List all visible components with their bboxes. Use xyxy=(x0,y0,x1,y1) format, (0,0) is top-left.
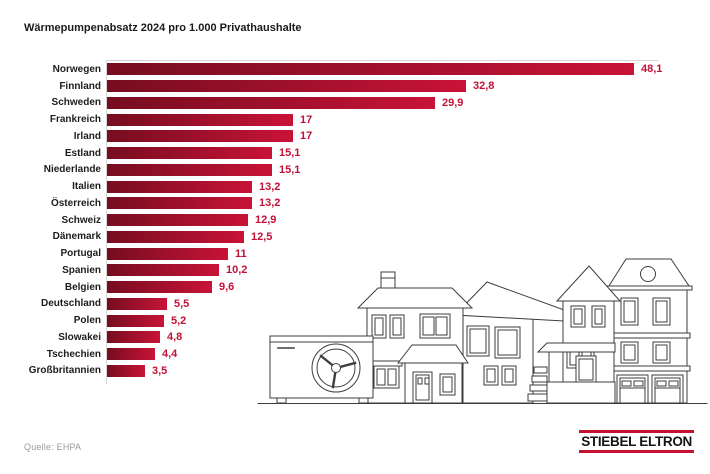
bar-chart: Norwegen 48,1 Finnland 32,8 Schweden 29,9 Fran… xyxy=(24,61,684,379)
bar xyxy=(107,281,212,294)
bar xyxy=(107,180,252,193)
bar xyxy=(107,147,272,160)
house-chimney-left xyxy=(356,271,474,404)
country-label: Österreich xyxy=(50,197,101,209)
chart-row: Belgien 9,6 xyxy=(24,279,684,296)
bar xyxy=(107,264,219,277)
country-label: Tschechien xyxy=(46,348,101,360)
country-label: Belgien xyxy=(64,281,101,293)
chart-row: Großbritannien 3,5 xyxy=(24,363,684,380)
chart-row: Portugal 11 xyxy=(24,245,684,262)
country-label: Slowakei xyxy=(58,331,101,343)
brand-logo-text: STIEBEL ELTRON xyxy=(581,434,692,449)
bar xyxy=(107,96,435,109)
value-label: 3,5 xyxy=(152,364,168,377)
chart-row: Estland 15,1 xyxy=(24,145,684,162)
bar xyxy=(107,364,145,377)
chart-row: Italien 13,2 xyxy=(24,178,684,195)
country-label: Spanien xyxy=(62,264,101,276)
bar xyxy=(107,163,272,176)
country-label: Irland xyxy=(73,130,101,142)
bar xyxy=(107,230,244,243)
bar xyxy=(107,63,634,76)
country-label: Portugal xyxy=(60,248,101,260)
bar xyxy=(107,113,293,126)
country-label: Estland xyxy=(64,147,101,159)
chart-row: Polen 5,2 xyxy=(24,312,684,329)
chart-row: Niederlande 15,1 xyxy=(24,162,684,179)
country-label: Norwegen xyxy=(52,63,101,75)
country-label: Schweden xyxy=(51,97,101,109)
chart-row: Slowakei 4,8 xyxy=(24,329,684,346)
country-label: Schweiz xyxy=(61,214,101,226)
value-label: 9,6 xyxy=(219,281,235,294)
value-label: 15,1 xyxy=(279,147,301,160)
country-label: Finnland xyxy=(59,80,101,92)
chart-row: Dänemark 12,5 xyxy=(24,229,684,246)
porch xyxy=(536,342,616,404)
country-label: Polen xyxy=(73,315,101,327)
chart-row: Schweden 29,9 xyxy=(24,95,684,112)
stairs xyxy=(527,366,548,402)
value-label: 17 xyxy=(300,113,313,126)
value-label: 10,2 xyxy=(226,264,248,277)
bar xyxy=(107,197,252,210)
chart-row: Tschechien 4,4 xyxy=(24,346,684,363)
value-label: 12,5 xyxy=(251,230,273,243)
value-label: 4,4 xyxy=(162,348,178,361)
bar xyxy=(107,331,160,344)
value-label: 5,5 xyxy=(174,297,190,310)
bar xyxy=(107,297,167,310)
chart-title: Wärmepumpenabsatz 2024 pro 1.000 Privath… xyxy=(24,22,302,34)
bar xyxy=(107,214,248,227)
value-label: 5,2 xyxy=(171,314,187,327)
heat-pump-unit xyxy=(269,335,374,404)
value-label: 4,8 xyxy=(167,331,183,344)
brand-logo: STIEBEL ELTRON xyxy=(579,430,694,453)
value-label: 13,2 xyxy=(259,180,281,193)
value-label: 48,1 xyxy=(641,63,663,76)
bar xyxy=(107,314,164,327)
bar xyxy=(107,247,228,260)
value-label: 15,1 xyxy=(279,163,301,176)
chart-row: Schweiz 12,9 xyxy=(24,212,684,229)
source-note: Quelle: EHPA xyxy=(24,442,82,452)
chart-row: Finnland 32,8 xyxy=(24,78,684,95)
building-tall-right xyxy=(605,258,693,404)
chart-row: Irland 17 xyxy=(24,128,684,145)
value-label: 29,9 xyxy=(442,96,464,109)
chart-row: Spanien 10,2 xyxy=(24,262,684,279)
chart-row: Österreich 13,2 xyxy=(24,195,684,212)
country-label: Dänemark xyxy=(52,231,101,243)
country-label: Deutschland xyxy=(40,298,101,310)
bar xyxy=(107,130,293,143)
bar xyxy=(107,348,155,361)
country-label: Frankreich xyxy=(49,114,101,126)
value-label: 13,2 xyxy=(259,197,281,210)
value-label: 17 xyxy=(300,130,313,143)
chart-row: Norwegen 48,1 xyxy=(24,61,684,78)
value-label: 32,8 xyxy=(473,80,495,93)
bar xyxy=(107,80,466,93)
value-label: 12,9 xyxy=(255,214,277,227)
chart-row: Frankreich 17 xyxy=(24,111,684,128)
country-label: Niederlande xyxy=(43,164,101,176)
houses-illustration xyxy=(257,258,708,404)
country-label: Großbritannien xyxy=(28,365,101,377)
country-label: Italien xyxy=(72,181,101,193)
chart-row: Deutschland 5,5 xyxy=(24,296,684,313)
round-attic-window xyxy=(640,266,656,282)
value-label: 11 xyxy=(235,247,247,260)
